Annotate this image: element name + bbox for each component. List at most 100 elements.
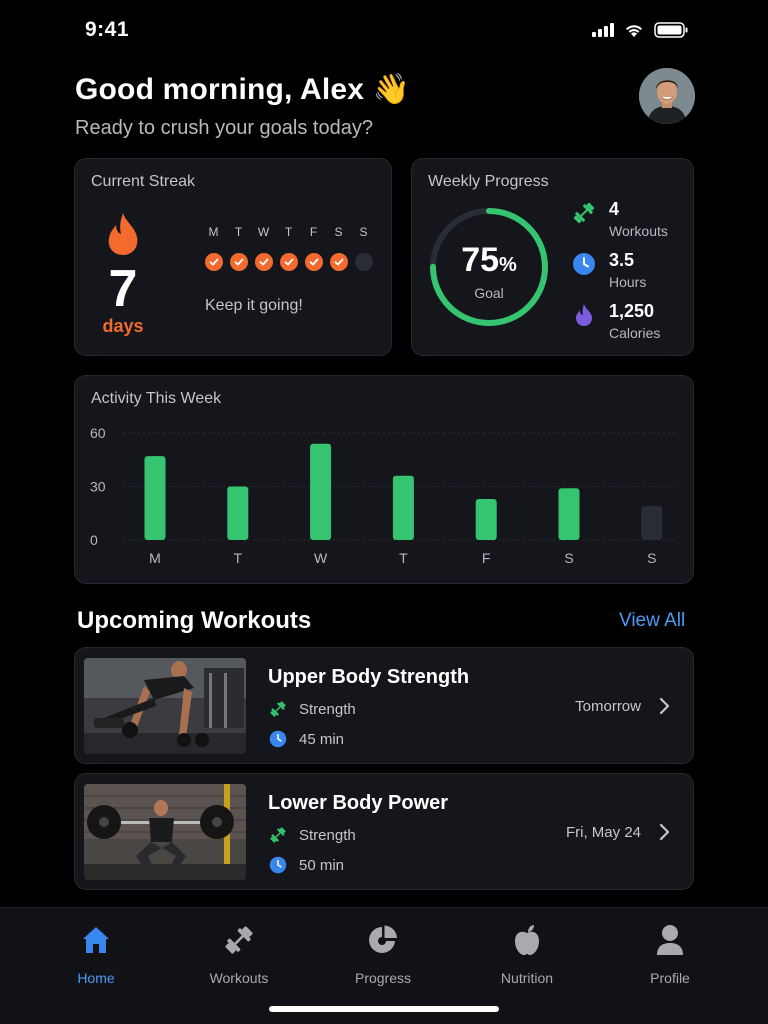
pie-chart-icon <box>333 922 433 958</box>
streak-unit: days <box>102 316 144 336</box>
streak-day: M <box>204 225 223 271</box>
streak-day-check-icon <box>279 253 298 271</box>
activity-bar[interactable] <box>144 456 166 540</box>
home-icon <box>46 922 146 958</box>
streak-card-title: Current Streak <box>91 173 196 190</box>
tab-profile-label: Profile <box>650 970 690 986</box>
y-tick-label: 60 <box>90 425 106 441</box>
status-icons <box>592 22 688 38</box>
tab-workouts-label: Workouts <box>209 970 269 986</box>
workout-card[interactable]: Upper Body Strength Strength 45 min Tomo… <box>74 647 694 764</box>
waving-hand-emoji: 👋 <box>372 73 411 106</box>
streak-day-letter: T <box>284 225 293 239</box>
streak-day-check-icon <box>229 253 248 271</box>
streak-day-letter: W <box>257 225 270 239</box>
dumbbell-icon <box>270 827 286 843</box>
weekly-progress-title: Weekly Progress <box>428 173 549 190</box>
streak-day-check-icon <box>254 253 273 271</box>
greeting-block: Good morning, Alex 👋 Ready to crush your… <box>75 72 410 140</box>
workout-card[interactable]: Lower Body Power Strength 50 min Fri, Ma… <box>74 773 694 890</box>
streak-day-letter: T <box>234 225 243 239</box>
streak-day-letter: M <box>208 225 219 239</box>
person-icon <box>620 922 720 958</box>
status-time: 9:41 <box>85 18 130 41</box>
greeting-text: Good morning, Alex <box>75 73 365 106</box>
y-tick-label: 30 <box>90 479 106 495</box>
tab-progress[interactable]: Progress <box>333 922 433 986</box>
streak-day-letter: F <box>309 225 318 239</box>
x-tick-label: T <box>399 550 408 566</box>
streak-day: F <box>304 225 323 271</box>
x-tick-label: M <box>149 550 161 566</box>
weekly-progress-card[interactable]: Weekly Progress 75% Goal 4 Workouts <box>411 158 694 356</box>
y-tick-label: 0 <box>90 532 98 548</box>
goal-label: Goal <box>474 285 504 301</box>
tab-home[interactable]: Home <box>46 922 146 986</box>
stat-calories-value: 1,250 <box>609 301 655 321</box>
tab-profile[interactable]: Profile <box>620 922 720 986</box>
workout-type-label: Strength <box>299 700 356 718</box>
streak-day-empty-dot <box>354 253 373 271</box>
streak-count: 7 <box>108 260 138 318</box>
stat-hours: 3.5 Hours <box>572 250 646 290</box>
goal-percent-sign: % <box>499 254 517 276</box>
streak-day: T <box>229 225 248 271</box>
workout-type: Strength <box>269 826 356 844</box>
streak-day-check-icon <box>204 253 223 271</box>
workout-schedule: Tomorrow <box>575 698 641 715</box>
stat-calories-label: Calories <box>609 325 661 341</box>
wifi-icon <box>624 23 644 38</box>
workout-thumbnail <box>84 784 246 880</box>
view-all-link[interactable]: View All <box>619 610 686 631</box>
activity-bar[interactable] <box>558 488 580 540</box>
dumbbell-icon <box>189 922 289 958</box>
stat-hours-value: 3.5 <box>609 250 635 270</box>
workout-duration: 45 min <box>269 730 344 748</box>
dumbbell-icon <box>270 701 286 717</box>
tab-nutrition-label: Nutrition <box>500 970 554 986</box>
stat-workouts: 4 Workouts <box>572 199 668 239</box>
stat-workouts-label: Workouts <box>609 223 668 239</box>
streak-day-check-icon <box>304 253 323 271</box>
streak-day-letter: S <box>334 225 343 239</box>
activity-bar[interactable] <box>392 475 414 540</box>
apple-icon <box>477 922 577 958</box>
workout-duration-label: 50 min <box>299 856 345 874</box>
stat-calories: 1,250 Calories <box>572 301 660 341</box>
activity-bar[interactable] <box>641 506 663 540</box>
goal-progress-text: 75% Goal <box>429 207 549 327</box>
activity-bar[interactable] <box>310 443 332 540</box>
workout-duration-label: 45 min <box>299 730 345 748</box>
x-tick-label: W <box>314 550 328 566</box>
activity-bar[interactable] <box>475 498 497 540</box>
clock-icon <box>269 856 287 874</box>
streak-day: T <box>279 225 298 271</box>
activity-bar[interactable] <box>227 486 249 541</box>
activity-chart-card[interactable]: Activity This Week 0 30 60 M T W T F S S <box>74 375 694 584</box>
goal-progress-ring <box>430 208 548 326</box>
streak-day: S <box>354 225 373 271</box>
chevron-right-icon[interactable] <box>659 696 671 716</box>
workout-thumbnail <box>84 658 246 754</box>
workout-schedule: Fri, May 24 <box>565 824 641 841</box>
streak-day: S <box>329 225 348 271</box>
tab-progress-label: Progress <box>354 970 412 986</box>
greeting-subtitle: Ready to crush your goals today? <box>75 117 373 139</box>
streak-day-letter: S <box>359 225 368 239</box>
dumbbell-icon <box>572 201 596 225</box>
x-tick-label: T <box>234 550 243 566</box>
avatar[interactable] <box>639 68 695 124</box>
cellular-signal-icon <box>592 23 614 37</box>
tab-workouts[interactable]: Workouts <box>189 922 289 986</box>
workout-name: Lower Body Power <box>268 792 449 814</box>
goal-percent: 75% <box>429 241 549 280</box>
tab-nutrition[interactable]: Nutrition <box>477 922 577 986</box>
x-tick-label: S <box>647 550 656 566</box>
x-tick-label: F <box>482 550 491 566</box>
streak-message: Keep it going! <box>205 297 303 314</box>
activity-bar-chart: 0 30 60 M T W T F S S <box>90 425 677 566</box>
workout-duration: 50 min <box>269 856 344 874</box>
chevron-right-icon[interactable] <box>659 822 671 842</box>
